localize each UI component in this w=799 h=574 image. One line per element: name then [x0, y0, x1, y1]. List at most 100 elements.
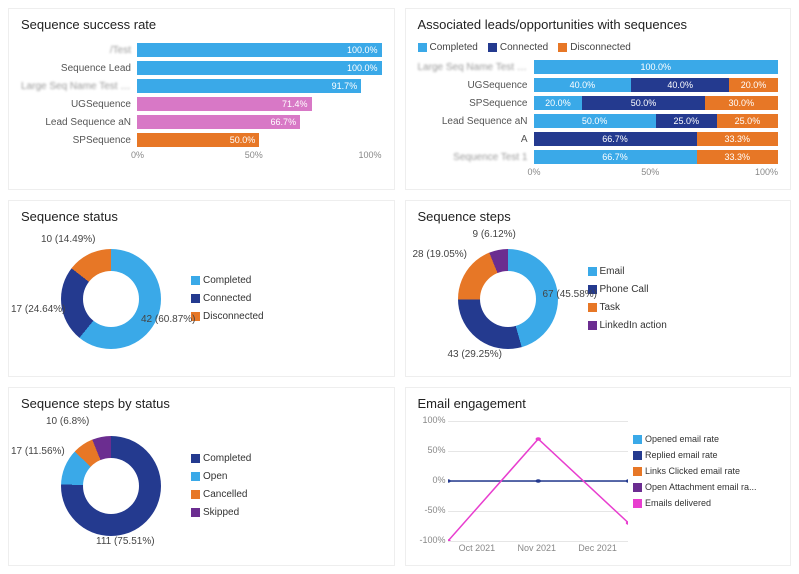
donut-chart: 67 (45.58%)43 (29.25%)28 (19.05%)9 (6.12… [418, 234, 588, 364]
bar-fill: 100.0% [137, 61, 382, 75]
line-series [448, 439, 629, 541]
card-title: Sequence success rate [21, 17, 382, 32]
leads-card: Associated leads/opportunities with sequ… [405, 8, 792, 190]
slice-label: 67 (45.58%) [543, 289, 597, 300]
bar-label: Large Seq Name Test 0000000000000 [21, 81, 137, 92]
card-title: Associated leads/opportunities with sequ… [418, 17, 779, 32]
legend-item: LinkedIn action [588, 317, 667, 335]
legend-item: Phone Call [588, 281, 667, 299]
bar-label: Lead Sequence aN [418, 116, 534, 127]
bar-track: 100.0% [534, 60, 779, 74]
x-axis: 0%50%100% [528, 167, 779, 177]
bar-label: A [418, 134, 534, 145]
bar-segment: 100.0% [534, 60, 779, 74]
bar-label: /Test [21, 45, 137, 56]
line-marker [448, 479, 451, 483]
bar-segment: 50.0% [534, 114, 656, 128]
bar-row: Large Seq Name Test 000000000000091.7% [21, 78, 382, 94]
bar-value: 100.0% [347, 61, 378, 75]
stacked-row: A66.7%33.3% [418, 131, 779, 147]
slice-label: 10 (6.8%) [46, 416, 89, 427]
sequence-steps-card: Sequence steps 67 (45.58%)43 (29.25%)28 (… [405, 200, 792, 377]
bar-row: /Test100.0% [21, 42, 382, 58]
legend: EmailPhone CallTaskLinkedIn action [588, 263, 667, 335]
bar-label: UGSequence [418, 80, 534, 91]
legend-item: Task [588, 299, 667, 317]
bar-segment: 33.3% [697, 132, 778, 146]
bar-value: 66.7% [271, 115, 297, 129]
bar-row: Lead Sequence aN66.7% [21, 114, 382, 130]
donut-hole [480, 271, 536, 327]
bar-label: UGSequence [21, 99, 137, 110]
legend-item: Open Attachment email ra... [633, 479, 778, 495]
y-tick: 0% [418, 475, 446, 485]
slice-label: 17 (24.64%) [11, 304, 65, 315]
legend-item: Email [588, 263, 667, 281]
line-marker [535, 437, 540, 441]
bar-fill: 66.7% [137, 115, 300, 129]
bar-segment: 40.0% [534, 78, 632, 92]
card-title: Sequence status [21, 209, 382, 224]
bar-segment: 20.0% [534, 96, 583, 110]
bar-row: SPSequence 50.0% [21, 132, 382, 148]
bar-fill: 71.4% [137, 97, 312, 111]
donut-hole [83, 271, 139, 327]
legend-item: Connected [191, 290, 264, 308]
legend-item: Disconnected [191, 308, 264, 326]
card-title: Sequence steps by status [21, 396, 382, 411]
bar-segment: 50.0% [582, 96, 704, 110]
donut-chart: 42 (60.87%)17 (24.64%)10 (14.49%) [21, 234, 191, 364]
donut-hole [83, 458, 139, 514]
line-marker [625, 479, 628, 483]
bar-label: SPSequence [418, 98, 534, 109]
y-tick: 100% [418, 415, 446, 425]
success-rate-card: Sequence success rate/Test100.0%Sequence… [8, 8, 395, 190]
bar-track: 100.0% [137, 61, 382, 75]
stacked-row: Large Seq Name Test G...100.0% [418, 59, 779, 75]
bar-label: SPSequence [21, 135, 137, 146]
bar-track: 50.0% [137, 133, 382, 147]
legend-item: Replied email rate [633, 447, 778, 463]
legend-item: Connected [488, 42, 548, 53]
bar-segment: 25.0% [656, 114, 717, 128]
bar-segment: 25.0% [717, 114, 778, 128]
bar-segment: 30.0% [705, 96, 778, 110]
legend: CompletedOpenCancelledSkipped [191, 450, 251, 522]
stacked-row: UGSequence40.0%40.0%20.0% [418, 77, 779, 93]
line-svg [448, 421, 629, 541]
legend-item: Emails delivered [633, 495, 778, 511]
bar-label: Sequence Lead [21, 63, 137, 74]
bar-track: 40.0%40.0%20.0% [534, 78, 779, 92]
legend-item: Links Clicked email rate [633, 463, 778, 479]
x-axis: Oct 2021Nov 2021Dec 2021 [448, 543, 629, 553]
slice-label: 10 (14.49%) [41, 234, 95, 245]
legend-item: Opened email rate [633, 431, 778, 447]
bar-track: 20.0%50.0%30.0% [534, 96, 779, 110]
legend-item: Completed [191, 450, 251, 468]
slice-label: 17 (11.56%) [11, 446, 65, 457]
bar-fill: 100.0% [137, 43, 382, 57]
steps-by-status-card: Sequence steps by status111 (75.51%)17 (… [8, 387, 395, 566]
legend-item: Completed [191, 272, 264, 290]
bar-segment: 66.7% [534, 150, 697, 164]
bar-label: Large Seq Name Test G... [418, 62, 534, 73]
bar-track: 71.4% [137, 97, 382, 111]
bar-track: 66.7% [137, 115, 382, 129]
legend-item: Disconnected [558, 42, 631, 53]
card-title: Email engagement [418, 396, 779, 411]
donut-wrap: 67 (45.58%)43 (29.25%)28 (19.05%)9 (6.12… [418, 234, 779, 364]
bar-fill: 91.7% [137, 79, 361, 93]
y-tick: -100% [418, 535, 446, 545]
legend: Opened email rateReplied email rateLinks… [633, 431, 778, 511]
line-chart: 100%50%0%-50%-100%Opened email rateRepli… [448, 421, 629, 541]
bar-segment: 33.3% [697, 150, 778, 164]
bar-track: 100.0% [137, 43, 382, 57]
bar-fill: 50.0% [137, 133, 259, 147]
y-tick: -50% [418, 505, 446, 515]
card-title: Sequence steps [418, 209, 779, 224]
bar-value: 50.0% [230, 133, 256, 147]
email-engagement-card: Email engagement 100%50%0%-50%-100%Opened… [405, 387, 792, 566]
legend-item: Open [191, 468, 251, 486]
bar-track: 50.0%25.0%25.0% [534, 114, 779, 128]
stacked-row: Lead Sequence aN50.0%25.0%25.0% [418, 113, 779, 129]
